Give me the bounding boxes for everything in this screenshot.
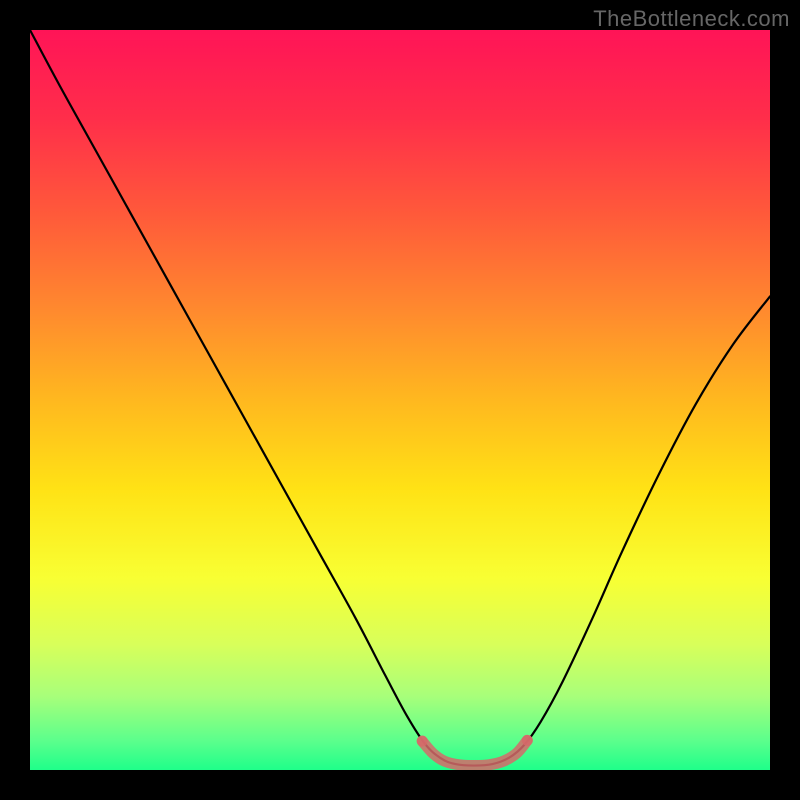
chart-background — [30, 30, 770, 770]
bottleneck-chart — [0, 0, 800, 800]
trough-end-marker — [522, 735, 533, 746]
chart-container: TheBottleneck.com — [0, 0, 800, 800]
trough-start-marker — [417, 736, 428, 747]
watermark-text: TheBottleneck.com — [593, 6, 790, 32]
